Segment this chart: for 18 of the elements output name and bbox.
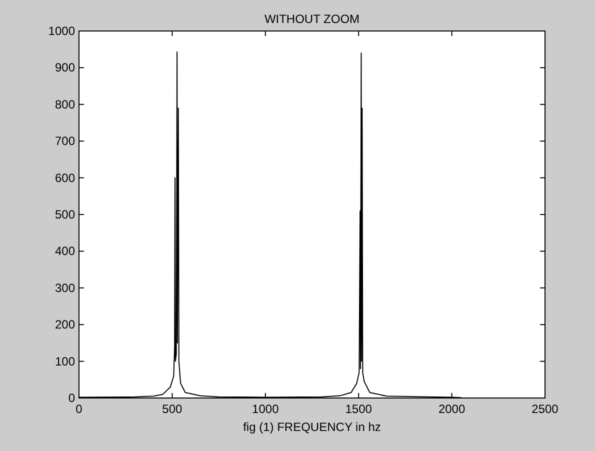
x-tick-label: 1500 — [345, 402, 372, 416]
y-tick-label: 600 — [54, 170, 76, 185]
y-tick-label: 200 — [54, 318, 76, 332]
x-tick-label: 1000 — [252, 402, 280, 416]
y-tick-label: 1000 — [48, 24, 76, 38]
chart-title: WITHOUT ZOOM — [264, 12, 360, 26]
x-tick-label: 2000 — [438, 402, 466, 416]
y-tick-label: 900 — [54, 60, 76, 75]
y-tick-label: 400 — [54, 244, 76, 258]
y-tick-label: 100 — [54, 354, 76, 368]
x-tick-label: 2500 — [532, 402, 559, 416]
y-tick-label: 300 — [54, 280, 76, 295]
x-tick-label: 500 — [162, 402, 183, 416]
x-axis-title: fig (1) FREQUENCY in hz — [243, 420, 381, 434]
y-tick-label: 500 — [54, 208, 76, 222]
y-tick-label: 0 — [68, 391, 76, 405]
y-tick-label: 800 — [54, 97, 76, 112]
y-tick-label: 700 — [54, 134, 76, 148]
